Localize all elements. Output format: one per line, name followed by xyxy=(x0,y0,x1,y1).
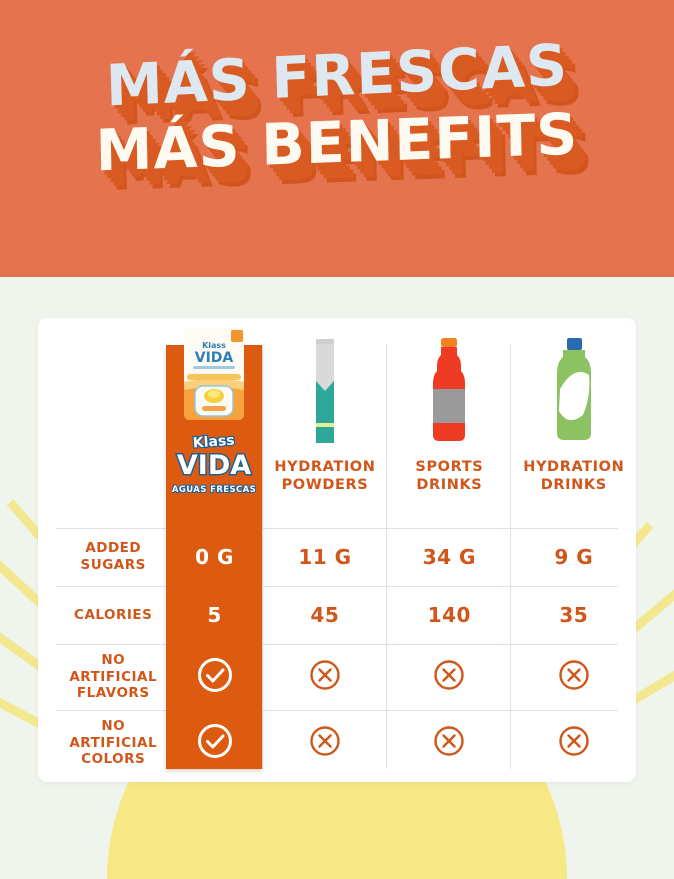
cell-calories-klass: 5 xyxy=(166,586,262,644)
cell-colors-sports-drinks xyxy=(387,710,511,776)
cell-calories-hydration-powders: 45 xyxy=(263,586,387,644)
cell-flavors-sports-drinks xyxy=(387,644,511,710)
header-cell-sports-drinks: SPORTS DRINKS xyxy=(387,318,511,528)
value-text: 5 xyxy=(207,603,222,627)
horizontal-rule xyxy=(56,586,618,587)
comparison-card: Klass VIDA Klass VIDA xyxy=(38,318,636,782)
klass-vida-product-block: Klass VIDA Klass VIDA xyxy=(166,318,262,512)
cross-circle-icon xyxy=(557,724,591,763)
klass-vida-pouch-icon: Klass VIDA xyxy=(184,328,245,420)
cell-added-sugars-hydration-powders: 11 G xyxy=(263,528,387,586)
svg-text:AGUAS FRESCAS: AGUAS FRESCAS xyxy=(172,485,256,495)
header-cell-klass-vida: Klass VIDA Klass VIDA xyxy=(166,318,262,528)
row-label-no-artificial-flavors: NO ARTIFICIAL FLAVORS xyxy=(69,651,158,702)
check-circle-icon xyxy=(196,722,234,765)
cell-colors-hydration-powders xyxy=(263,710,387,776)
cell-added-sugars-klass: 0 G xyxy=(166,528,262,586)
table-row-no-artificial-flavors: NO ARTIFICIAL FLAVORS xyxy=(38,644,636,710)
header-cell-hydration-drinks: HYDRATION DRINKS xyxy=(512,318,636,528)
svg-text:VIDA: VIDA xyxy=(177,450,251,481)
value-text: 11 G xyxy=(298,545,352,569)
klass-vida-logo: Klass VIDA AGUAS FRESCAS xyxy=(172,431,256,496)
row-label-calories: CALORIES xyxy=(74,606,153,623)
cell-added-sugars-sports-drinks: 34 G xyxy=(387,528,511,586)
table-row-added-sugars: ADDED SUGARS 0 G 11 G 34 G 9 G xyxy=(38,528,636,586)
cell-calories-hydration-drinks: 35 xyxy=(512,586,636,644)
cross-circle-icon xyxy=(432,724,466,763)
vertical-rule xyxy=(510,344,511,769)
sports-drinks-block: SPORTS DRINKS xyxy=(387,335,511,494)
horizontal-rule xyxy=(56,528,618,529)
cell-added-sugars-hydration-drinks: 9 G xyxy=(512,528,636,586)
header-spacer-cell xyxy=(38,318,166,528)
value-text: 140 xyxy=(427,603,471,627)
sports-drink-bottle-icon xyxy=(433,338,466,442)
headline-block: MÁS FRESCAS MÁS BENEFITS xyxy=(0,33,674,185)
cell-flavors-hydration-drinks xyxy=(512,644,636,710)
row-label-no-artificial-colors: NO ARTIFICIAL COLORS xyxy=(69,717,158,768)
svg-text:Klass: Klass xyxy=(193,433,236,452)
cross-circle-icon xyxy=(308,658,342,697)
svg-text:Klass: Klass xyxy=(202,341,226,350)
value-text: 45 xyxy=(310,603,340,627)
vertical-rule xyxy=(386,344,387,769)
value-text: 34 G xyxy=(422,545,476,569)
cross-circle-icon xyxy=(557,658,591,697)
column-label-hydration-powders: HYDRATION POWDERS xyxy=(274,459,376,493)
table-row-calories: CALORIES 5 45 140 35 xyxy=(38,586,636,644)
header-cell-hydration-powders: HYDRATION POWDERS xyxy=(263,318,387,528)
cell-colors-hydration-drinks xyxy=(512,710,636,776)
row-label-added-sugars: ADDED SUGARS xyxy=(80,540,146,573)
cross-circle-icon xyxy=(308,724,342,763)
hydration-bottle-icon xyxy=(556,338,591,441)
cell-flavors-klass xyxy=(166,644,262,710)
svg-text:VIDA: VIDA xyxy=(195,350,234,366)
column-label-hydration-drinks: HYDRATION DRINKS xyxy=(523,459,625,493)
column-label-sports-drinks: SPORTS DRINKS xyxy=(415,459,484,493)
value-text: 35 xyxy=(559,603,589,627)
table-row-no-artificial-colors: NO ARTIFICIAL COLORS xyxy=(38,710,636,776)
cross-circle-icon xyxy=(432,658,466,697)
header-banner: MÁS FRESCAS MÁS BENEFITS xyxy=(0,0,674,277)
value-text: 9 G xyxy=(554,545,594,569)
cell-calories-sports-drinks: 140 xyxy=(387,586,511,644)
check-circle-icon xyxy=(196,656,234,699)
vertical-rule xyxy=(262,344,263,769)
value-text: 0 G xyxy=(195,545,234,569)
powder-stick-icon xyxy=(315,339,334,444)
hydration-powders-block: HYDRATION POWDERS xyxy=(263,335,387,494)
comparison-table: Klass VIDA Klass VIDA xyxy=(38,318,636,776)
cell-colors-klass xyxy=(166,710,262,776)
cell-flavors-hydration-powders xyxy=(263,644,387,710)
hydration-drinks-block: HYDRATION DRINKS xyxy=(512,335,636,494)
table-header-row: Klass VIDA Klass VIDA xyxy=(38,318,636,528)
horizontal-rule xyxy=(56,644,618,645)
horizontal-rule xyxy=(56,710,618,711)
